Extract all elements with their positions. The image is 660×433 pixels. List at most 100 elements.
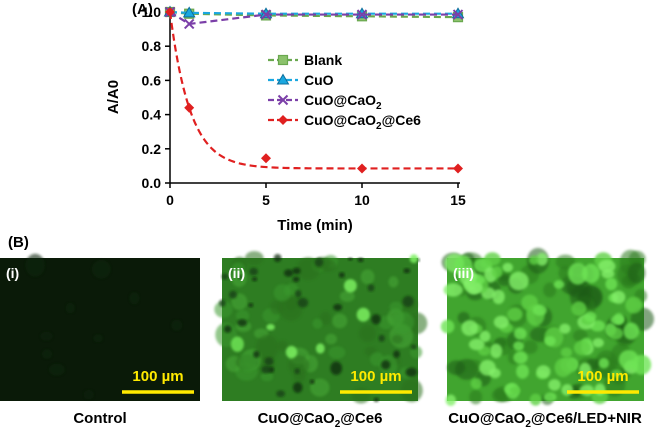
cell (493, 315, 509, 329)
cell (598, 259, 616, 273)
cell (391, 334, 403, 344)
y-tick-label: 0.2 (142, 141, 162, 157)
cell (543, 392, 557, 402)
cell (238, 274, 243, 280)
legend-item: Blank (268, 52, 342, 68)
cell (573, 340, 591, 356)
marker-x (183, 18, 195, 30)
cell (356, 307, 370, 322)
cell (611, 369, 622, 378)
cell (532, 304, 547, 316)
cell (469, 389, 483, 405)
cell (502, 262, 513, 273)
cell (229, 290, 238, 299)
cell (330, 361, 343, 375)
x-tick-label: 10 (354, 192, 370, 208)
cell (236, 310, 250, 322)
cell (357, 257, 364, 263)
cell (579, 362, 592, 378)
cell (555, 254, 576, 270)
cell (333, 303, 343, 311)
cell (344, 279, 357, 293)
absorbance-line-chart: 0 5 10 15 0.0 0.2 0.4 0.6 0.8 1.0 Time (min) A/A… (105, 4, 466, 234)
cell (351, 387, 371, 404)
cell (544, 336, 556, 346)
cell (230, 336, 244, 352)
marker-x (452, 9, 464, 20)
cell (492, 289, 505, 305)
cell (543, 282, 557, 298)
y-tick-label: 0.0 (142, 175, 162, 191)
cell (294, 368, 300, 374)
x-tick-label: 5 (262, 192, 270, 208)
micrograph-panel-iii: (iii) 100 µm CuO@CaO2@Ce6/LED+NIR (440, 247, 654, 430)
cell (253, 350, 260, 358)
cell (239, 350, 258, 373)
cell (513, 351, 528, 364)
marker-square (277, 54, 289, 66)
cell (25, 253, 45, 277)
cell (319, 259, 337, 272)
cell (466, 359, 483, 372)
cell (489, 368, 501, 379)
marker-triangle (276, 73, 290, 85)
cell (392, 312, 415, 333)
cell (292, 382, 303, 393)
cell (402, 295, 414, 308)
cell (628, 250, 646, 268)
cell (468, 338, 485, 351)
cell (627, 262, 646, 284)
cell (371, 314, 381, 325)
cell (509, 386, 521, 395)
cell (529, 255, 540, 265)
cell (560, 356, 577, 374)
cell (251, 277, 258, 282)
cell (560, 347, 573, 358)
cell (319, 311, 332, 325)
cell (393, 350, 400, 358)
cell (273, 254, 282, 262)
cell (221, 273, 229, 280)
image-caption: CuO@CaO2@Ce6/LED+NIR (448, 410, 642, 430)
marker-x (356, 9, 368, 20)
cell (610, 315, 625, 325)
series-line (169, 10, 458, 15)
y-tick-label: 0.6 (142, 72, 162, 88)
y-axis-label: A/A0 (105, 80, 122, 114)
micrograph-panel-i: (i) 100 µm Control (0, 253, 200, 427)
marker-diamond (165, 7, 175, 17)
cell (264, 357, 274, 366)
cell (388, 276, 399, 288)
cell (359, 324, 377, 343)
cell (522, 340, 538, 354)
cell (338, 272, 345, 278)
scale-bar-label: 100 µm (132, 368, 183, 385)
cell (42, 349, 52, 359)
micrograph-panel-ii: (ii) 100 µm CuO@CaO2@Ce6 (214, 251, 428, 430)
legend-label: CuO (304, 72, 334, 88)
series-layer (163, 5, 465, 174)
cell (491, 266, 503, 279)
cell (277, 340, 289, 352)
cell (294, 289, 302, 298)
cell (260, 372, 274, 382)
marker-diamond (453, 163, 463, 174)
cell (484, 252, 501, 266)
panel-b-label: (B) (8, 234, 29, 251)
cell (558, 266, 572, 281)
cell (623, 322, 640, 340)
cell (248, 303, 254, 308)
cell (261, 365, 271, 374)
marker-diamond (261, 153, 271, 164)
cell (513, 341, 524, 351)
cell (325, 333, 337, 345)
cell (129, 292, 140, 305)
cell (378, 334, 385, 342)
cell (315, 343, 325, 354)
cell (328, 346, 346, 359)
cell (508, 271, 529, 291)
cell (65, 302, 75, 314)
cell (273, 284, 292, 302)
cell (559, 323, 571, 334)
legend-label: CuO@CaO2 (304, 92, 382, 112)
